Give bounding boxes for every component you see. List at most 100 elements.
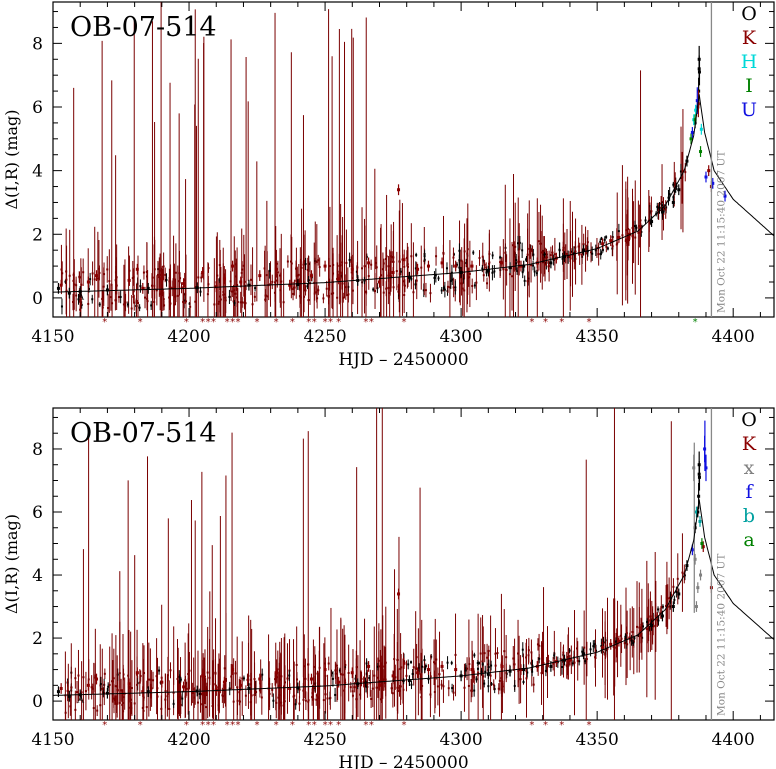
data-point xyxy=(392,286,395,289)
data-point xyxy=(91,687,94,690)
series-K-point xyxy=(222,680,226,684)
data-point xyxy=(544,669,547,672)
data-point xyxy=(365,255,368,258)
data-point xyxy=(331,293,334,296)
series-O-point xyxy=(56,690,60,694)
series-O-point xyxy=(105,288,109,292)
data-point xyxy=(212,683,215,686)
data-point xyxy=(379,698,382,701)
x-tick-label: 4350 xyxy=(576,730,619,750)
series-K-point xyxy=(397,188,401,192)
data-point xyxy=(447,687,450,690)
data-point xyxy=(605,236,608,239)
series-K-point xyxy=(182,685,186,689)
data-point xyxy=(114,299,117,302)
data-point xyxy=(90,686,93,689)
data-point xyxy=(103,672,106,675)
data-point xyxy=(614,640,617,643)
data-point xyxy=(313,292,316,295)
data-point xyxy=(253,677,256,680)
data-point xyxy=(130,687,133,690)
data-point xyxy=(132,276,135,279)
data-point xyxy=(637,634,640,637)
data-point xyxy=(332,263,335,266)
data-point xyxy=(468,663,471,666)
series-K-point xyxy=(59,686,63,690)
y-tick-label: 6 xyxy=(32,503,43,523)
data-point xyxy=(504,255,507,258)
data-point xyxy=(513,684,516,687)
data-point xyxy=(286,677,289,680)
data-layer xyxy=(56,2,727,317)
data-point xyxy=(482,675,485,678)
data-point xyxy=(481,255,484,258)
data-point xyxy=(538,644,541,647)
legend-entry: K xyxy=(742,27,757,49)
data-point xyxy=(234,672,237,675)
data-point xyxy=(246,678,249,681)
data-point xyxy=(315,260,318,263)
data-point xyxy=(152,679,155,682)
data-point xyxy=(243,301,246,304)
flag-star-mark: * xyxy=(236,720,241,731)
data-point xyxy=(181,697,184,700)
data-point xyxy=(504,251,507,254)
y-tick-label: 2 xyxy=(32,225,43,245)
x-tick-label: 4300 xyxy=(439,327,482,347)
data-point xyxy=(635,226,638,229)
inset-label: A xyxy=(76,696,84,706)
data-point xyxy=(470,689,473,692)
data-point xyxy=(526,671,529,674)
data-point xyxy=(667,196,670,199)
data-point xyxy=(162,265,165,268)
data-point xyxy=(60,268,63,271)
data-point xyxy=(363,677,366,680)
data-point xyxy=(541,251,544,254)
data-point xyxy=(471,284,474,287)
data-point xyxy=(303,295,306,298)
series-K-point xyxy=(288,686,292,690)
data-point xyxy=(515,259,518,262)
data-point xyxy=(222,293,225,296)
data-point xyxy=(97,267,100,270)
series-O-point xyxy=(247,686,251,690)
data-point xyxy=(128,693,131,696)
data-point xyxy=(539,242,542,245)
data-point xyxy=(130,307,133,310)
data-point xyxy=(527,277,530,280)
data-point xyxy=(604,649,607,652)
data-point xyxy=(294,703,297,706)
flag-star-mark: * xyxy=(200,317,205,328)
data-point xyxy=(203,690,206,693)
data-point xyxy=(644,219,647,222)
flag-star-mark: * xyxy=(236,317,241,328)
data-point xyxy=(111,302,114,305)
flag-star-mark: * xyxy=(312,317,317,328)
data-point xyxy=(172,278,175,281)
series-f-point xyxy=(690,548,694,552)
data-point xyxy=(382,291,385,294)
flag-star-mark: * xyxy=(274,317,279,328)
data-point xyxy=(66,689,69,692)
data-point xyxy=(342,296,345,299)
series-K-point xyxy=(323,668,327,672)
series-K-point xyxy=(160,277,164,281)
data-point xyxy=(207,283,210,286)
data-point xyxy=(499,261,502,264)
data-point xyxy=(328,265,331,268)
data-point xyxy=(633,225,636,228)
data-point xyxy=(179,277,182,280)
data-point xyxy=(307,699,310,702)
data-point xyxy=(172,702,175,705)
data-point xyxy=(177,684,180,687)
data-point xyxy=(239,301,242,304)
data-point xyxy=(223,293,226,296)
data-point xyxy=(414,667,417,670)
data-point xyxy=(139,285,142,288)
data-point xyxy=(665,604,668,607)
data-point xyxy=(159,292,162,295)
data-point xyxy=(205,688,208,691)
x-tick-label: 4150 xyxy=(31,327,74,347)
data-point xyxy=(251,303,254,306)
data-point xyxy=(468,272,471,275)
